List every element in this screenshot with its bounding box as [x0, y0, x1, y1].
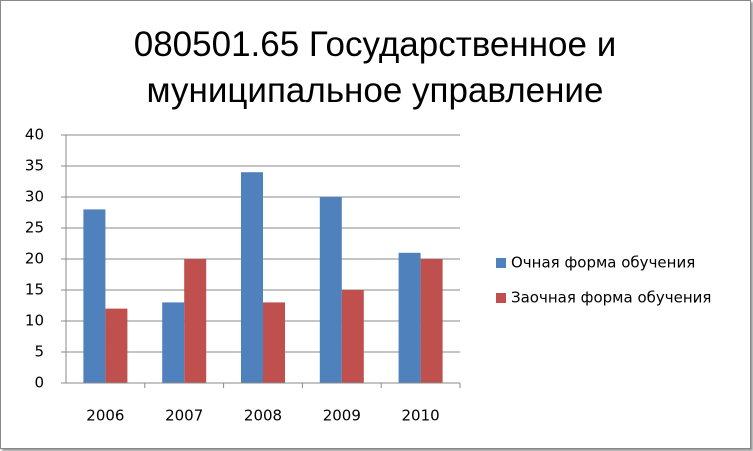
bar	[398, 252, 421, 383]
legend-swatch	[496, 293, 506, 303]
y-tick-label: 0	[34, 374, 44, 392]
bar	[341, 290, 364, 383]
y-tick-label: 10	[25, 312, 44, 330]
y-tick-label: 30	[25, 188, 44, 206]
bar	[83, 209, 106, 383]
bar	[263, 302, 285, 383]
bar	[420, 259, 443, 383]
y-tick-label: 20	[25, 250, 44, 268]
x-tick-label: 2006	[86, 407, 124, 425]
bar	[162, 302, 185, 383]
x-tick-label: 2010	[402, 407, 440, 425]
legend-swatch	[496, 258, 506, 268]
bar	[105, 308, 128, 383]
x-tick-label: 2008	[244, 407, 282, 425]
bar	[241, 172, 263, 383]
bar	[319, 197, 342, 383]
x-tick-label: 2007	[165, 407, 203, 425]
legend-label: Очная форма обучения	[511, 254, 695, 272]
legend-label: Заочная форма обучения	[511, 289, 711, 307]
chart-title: 080501.65 Государственное и муниципально…	[133, 25, 617, 110]
bar	[184, 259, 207, 383]
y-tick-label: 5	[34, 343, 44, 361]
x-tick-label: 2009	[323, 407, 361, 425]
y-tick-label: 40	[25, 126, 44, 144]
y-tick-label: 25	[25, 219, 44, 237]
y-tick-label: 35	[25, 157, 44, 175]
y-tick-label: 15	[25, 281, 44, 299]
